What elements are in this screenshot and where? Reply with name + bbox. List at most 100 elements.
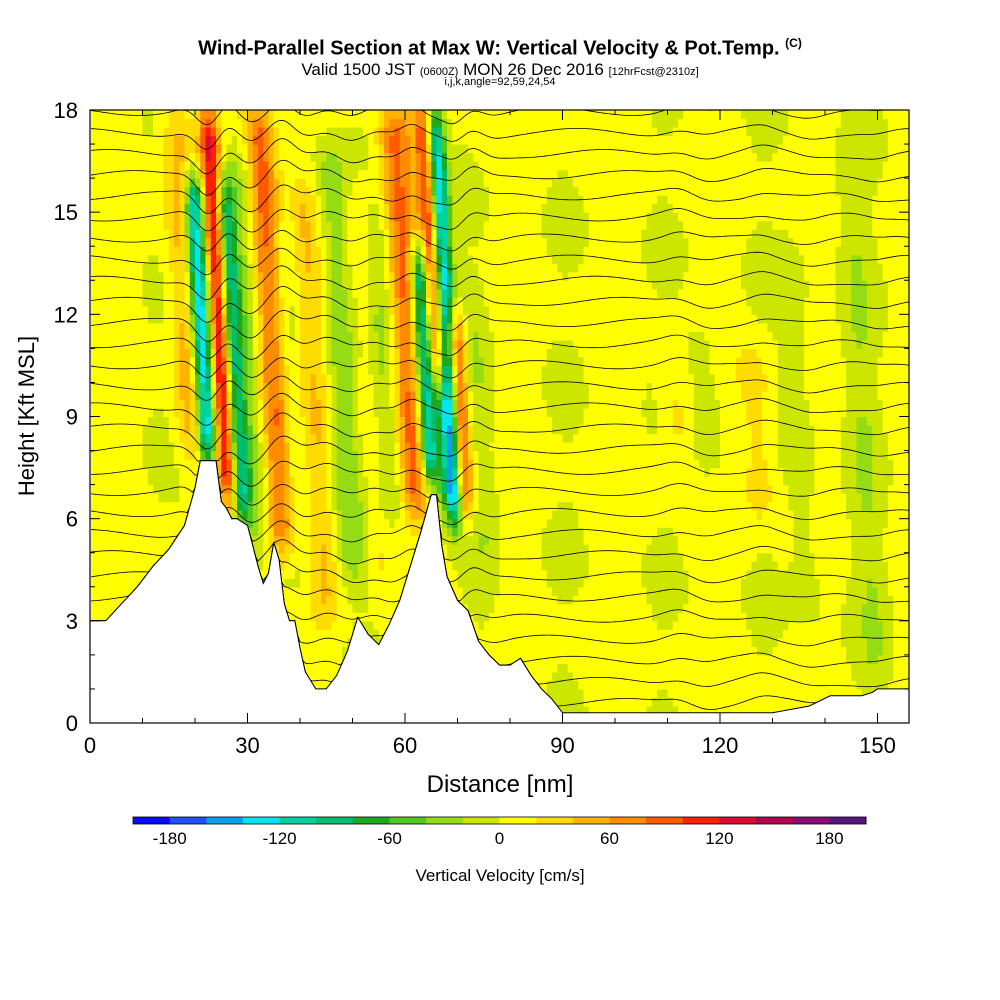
velocity-cell	[116, 339, 123, 349]
velocity-cell	[426, 348, 432, 358]
velocity-cell	[284, 229, 291, 239]
velocity-cell	[111, 246, 117, 256]
velocity-cell	[137, 467, 144, 477]
velocity-cell	[305, 229, 312, 239]
velocity-cell	[100, 237, 107, 247]
velocity-cell	[279, 212, 285, 222]
velocity-cell	[126, 399, 133, 409]
velocity-cell	[415, 314, 422, 324]
velocity-cell	[221, 314, 228, 324]
velocity-cell	[226, 467, 233, 477]
velocity-cell	[415, 110, 422, 120]
velocity-cell	[273, 203, 280, 213]
velocity-cell	[147, 442, 154, 452]
velocity-cell	[258, 450, 264, 460]
velocity-cell	[252, 161, 259, 171]
velocity-cell	[258, 484, 264, 494]
velocity-cell	[352, 161, 359, 171]
velocity-cell	[368, 263, 375, 273]
velocity-cell	[132, 399, 138, 409]
velocity-cell	[200, 391, 207, 401]
velocity-cell	[399, 322, 406, 332]
velocity-cell	[410, 467, 417, 477]
velocity-cell	[447, 518, 453, 528]
velocity-cell	[121, 476, 128, 486]
velocity-cell	[221, 246, 228, 256]
velocity-cell	[384, 518, 390, 528]
velocity-cell	[147, 169, 154, 179]
velocity-cell	[447, 152, 453, 162]
velocity-cell	[447, 527, 453, 537]
velocity-cell	[305, 297, 312, 307]
velocity-cell	[200, 305, 207, 315]
velocity-cell	[389, 442, 396, 452]
velocity-cell	[378, 620, 385, 630]
velocity-cell	[352, 322, 359, 332]
velocity-cell	[116, 373, 123, 383]
velocity-cell	[441, 195, 448, 205]
velocity-cell	[210, 433, 217, 443]
velocity-cell	[405, 254, 411, 264]
velocity-cell	[294, 510, 301, 520]
velocity-cell	[305, 118, 312, 128]
velocity-cell	[342, 297, 348, 307]
velocity-cell	[389, 425, 396, 435]
velocity-cell	[279, 569, 285, 579]
velocity-cell	[399, 110, 406, 120]
velocity-cell	[153, 178, 159, 188]
velocity-cell	[137, 263, 144, 273]
velocity-cell	[342, 408, 348, 418]
velocity-cell	[305, 476, 312, 486]
velocity-cell	[221, 110, 228, 120]
velocity-cell	[410, 476, 417, 486]
velocity-cell	[310, 263, 317, 273]
velocity-cell	[132, 212, 138, 222]
velocity-cell	[384, 484, 390, 494]
velocity-cell	[137, 433, 144, 443]
velocity-cell	[95, 561, 102, 571]
velocity-cell	[268, 493, 275, 503]
velocity-cell	[352, 408, 359, 418]
velocity-cell	[352, 399, 359, 409]
velocity-cell	[100, 203, 107, 213]
velocity-cell	[284, 220, 291, 230]
velocity-cell	[431, 161, 438, 171]
velocity-cell	[441, 425, 448, 435]
velocity-cell	[378, 408, 385, 418]
velocity-cell	[399, 152, 406, 162]
velocity-cell	[252, 237, 259, 247]
velocity-cell	[121, 578, 128, 588]
velocity-cell	[174, 467, 180, 477]
velocity-cell	[221, 425, 228, 435]
velocity-cell	[273, 348, 280, 358]
velocity-cell	[394, 305, 401, 315]
velocity-cell	[284, 442, 291, 452]
velocity-cell	[91, 127, 96, 137]
velocity-cell	[447, 552, 453, 562]
velocity-cell	[132, 510, 138, 520]
velocity-cell	[268, 518, 275, 528]
velocity-cell	[142, 331, 149, 341]
velocity-cell	[426, 229, 432, 239]
velocity-cell	[394, 561, 401, 571]
velocity-cell	[399, 314, 406, 324]
velocity-cell	[436, 501, 443, 511]
velocity-cell	[111, 195, 117, 205]
velocity-cell	[326, 637, 333, 647]
velocity-cell	[394, 484, 401, 494]
velocity-cell	[111, 578, 117, 588]
velocity-cell	[389, 305, 396, 315]
velocity-cell	[242, 144, 249, 154]
velocity-cell	[105, 339, 112, 349]
velocity-cell	[242, 425, 249, 435]
velocity-cell	[153, 433, 159, 443]
velocity-cell	[368, 552, 375, 562]
velocity-cell	[179, 442, 186, 452]
velocity-cell	[420, 442, 427, 452]
velocity-cell	[447, 442, 453, 452]
velocity-cell	[426, 118, 432, 128]
velocity-cell	[116, 297, 123, 307]
velocity-cell	[310, 663, 317, 673]
velocity-cell	[205, 186, 212, 196]
velocity-cell	[326, 195, 333, 205]
